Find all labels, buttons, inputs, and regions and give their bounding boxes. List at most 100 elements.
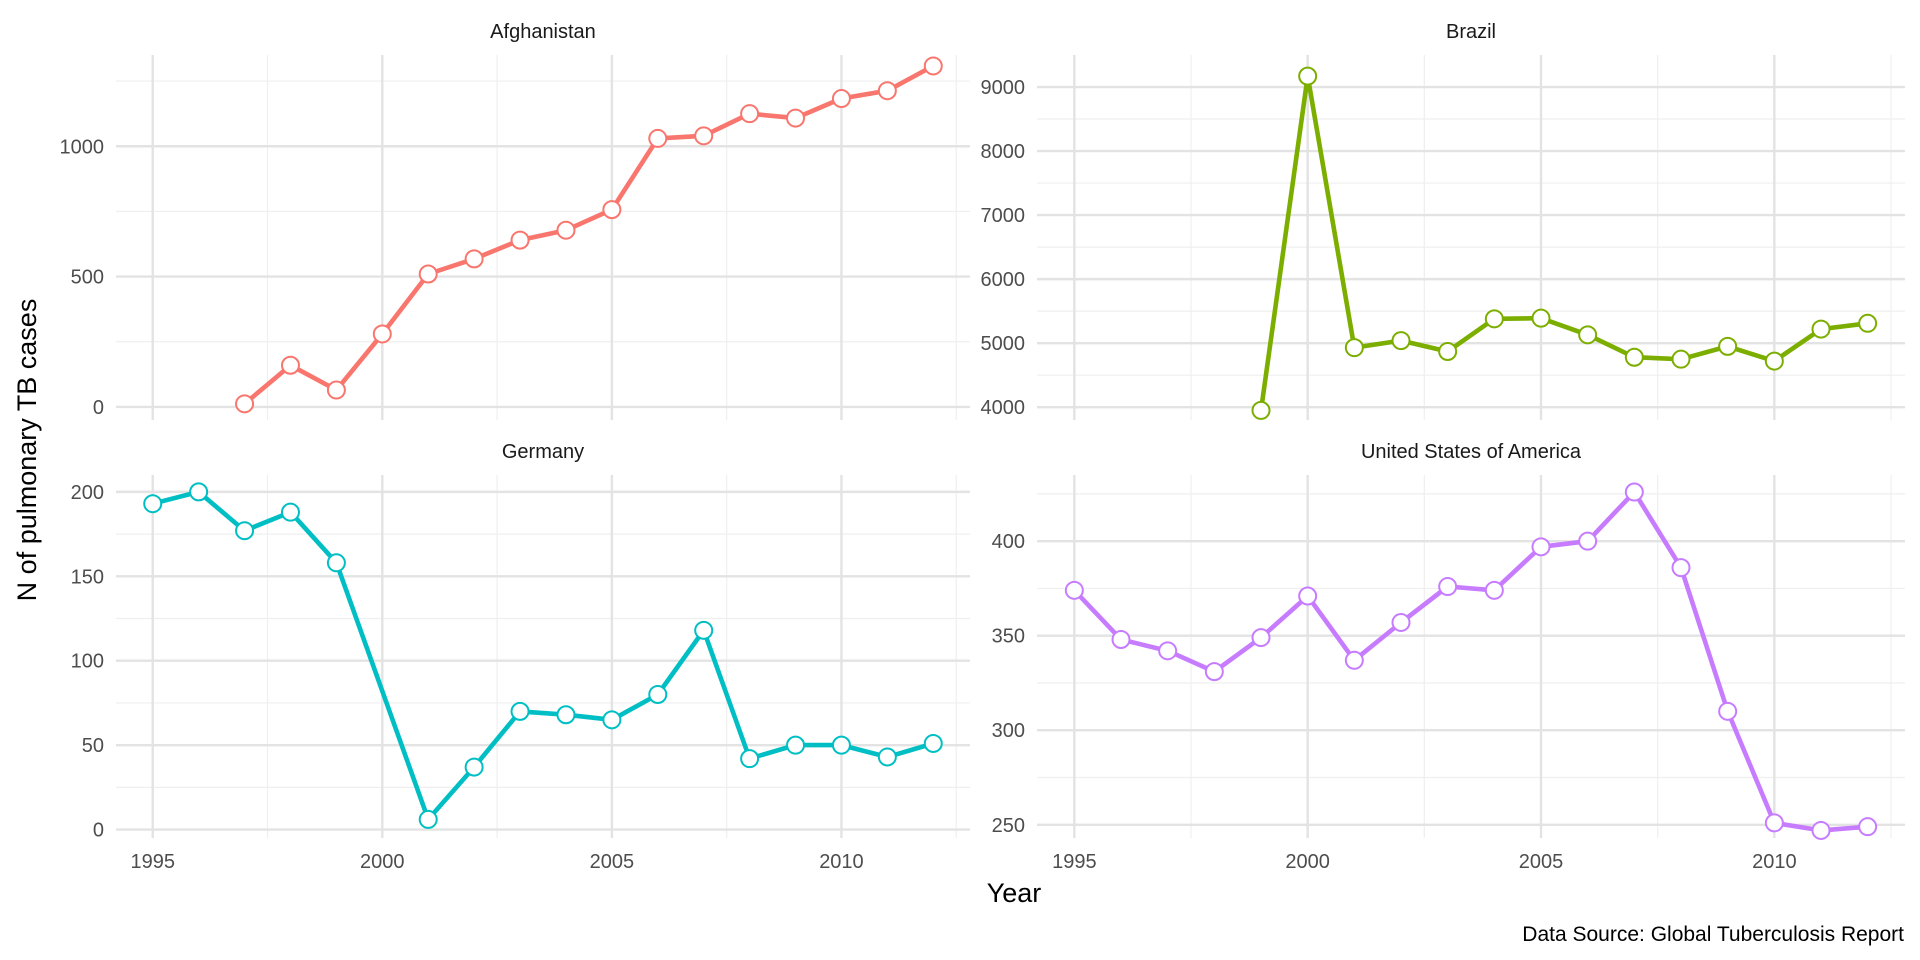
x-tick-label: 2005 [1519, 851, 1564, 873]
data-point [1718, 701, 1738, 721]
data-point [648, 684, 668, 704]
y-tick-label: 8000 [981, 141, 1026, 163]
y-tick-label: 0 [93, 820, 104, 842]
y-tick-label: 150 [71, 566, 104, 588]
data-point [1624, 347, 1644, 367]
x-axis-title: Year [987, 878, 1042, 908]
data-point [556, 220, 576, 240]
data-point [1764, 351, 1784, 371]
data-point [602, 200, 622, 220]
data-point [877, 747, 897, 767]
facet-brazil: Brazil 4000 5000 6000 7000 8000 9000 [981, 21, 1905, 420]
data-point [1811, 319, 1831, 339]
data-point [1624, 482, 1644, 502]
facet-title: Germany [502, 441, 584, 463]
data-point [694, 126, 714, 146]
data-point [1298, 66, 1318, 86]
facet-united-states-of-america: United States of America 250 300 350 400 1995… [992, 441, 1905, 873]
data-point [1298, 586, 1318, 606]
data-point [1438, 577, 1458, 597]
x-tick-label: 2010 [1752, 851, 1797, 873]
x-tick-label: 1995 [130, 851, 175, 873]
data-point [831, 735, 851, 755]
data-point [1158, 641, 1178, 661]
y-tick-label: 5000 [981, 333, 1026, 355]
data-point [1111, 629, 1131, 649]
data-point [1438, 341, 1458, 361]
data-point [786, 735, 806, 755]
y-tick-label: 6000 [981, 269, 1026, 291]
data-point [143, 494, 163, 514]
data-point [831, 89, 851, 109]
data-point [740, 749, 760, 769]
grid [1037, 55, 1905, 420]
data-point [1344, 338, 1364, 358]
y-tick-label: 50 [82, 735, 104, 757]
data-point [1531, 308, 1551, 328]
data-point [1391, 331, 1411, 351]
y-tick-label: 250 [992, 815, 1025, 837]
y-tick-label: 100 [71, 651, 104, 673]
data-point [1671, 558, 1691, 578]
data-point [189, 482, 209, 502]
facet-afghanistan: Afghanistan 0 500 1000 [60, 21, 970, 420]
data-point [1858, 313, 1878, 333]
y-tick-label: 200 [71, 482, 104, 504]
facet-title: Afghanistan [490, 21, 596, 43]
data-point [1858, 817, 1878, 837]
data-point [372, 324, 392, 344]
data-source-caption: Data Source: Global Tuberculosis Report [1522, 923, 1904, 946]
data-point [1764, 813, 1784, 833]
y-tick-label: 300 [992, 720, 1025, 742]
data-point [235, 394, 255, 414]
data-point [1811, 820, 1831, 840]
x-tick-label: 1995 [1052, 851, 1097, 873]
data-point [418, 264, 438, 284]
data-point [326, 380, 346, 400]
data-point [418, 809, 438, 829]
data-point [648, 128, 668, 148]
data-point [464, 757, 484, 777]
data-point [280, 355, 300, 375]
data-point [694, 620, 714, 640]
data-point [602, 710, 622, 730]
series-line [150, 489, 936, 822]
data-point [923, 733, 943, 753]
data-point [1064, 580, 1084, 600]
y-tick-label: 0 [93, 397, 104, 419]
data-point [1484, 309, 1504, 329]
data-point [923, 56, 943, 76]
data-point [326, 553, 346, 573]
y-tick-label: 1000 [60, 136, 105, 158]
data-point [235, 521, 255, 541]
data-point [1718, 336, 1738, 356]
y-tick-label: 4000 [981, 397, 1026, 419]
data-point [877, 81, 897, 101]
data-point [1578, 531, 1598, 551]
data-point [1204, 662, 1224, 682]
grid [1037, 475, 1905, 838]
series-line [242, 63, 936, 407]
data-point [1671, 349, 1691, 369]
facet-title: United States of America [1361, 441, 1582, 463]
data-point [1484, 580, 1504, 600]
data-point [1531, 537, 1551, 557]
data-point [1344, 650, 1364, 670]
y-tick-label: 7000 [981, 205, 1026, 227]
data-point [280, 502, 300, 522]
data-point [1578, 325, 1598, 345]
series-line [1072, 489, 1870, 833]
data-point [556, 705, 576, 725]
facet-panels: Afghanistan05001000Brazil400050006000700… [60, 21, 1905, 873]
grid [116, 55, 970, 420]
x-tick-label: 2010 [819, 851, 864, 873]
data-point [1391, 612, 1411, 632]
x-tick-label: 2005 [590, 851, 635, 873]
x-tick-label: 2000 [1285, 851, 1330, 873]
y-tick-label: 500 [71, 267, 104, 289]
y-tick-label: 400 [992, 531, 1025, 553]
x-tick-label: 2000 [360, 851, 405, 873]
data-point [740, 104, 760, 124]
data-point [1251, 628, 1271, 648]
